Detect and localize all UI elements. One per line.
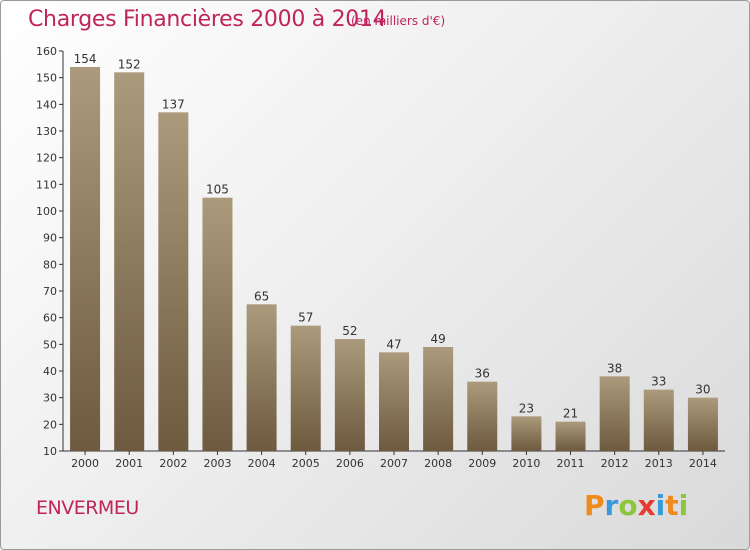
- y-tick-label: 150: [36, 72, 57, 85]
- x-tick-label: 2003: [203, 457, 231, 470]
- bar: [467, 381, 498, 451]
- bar: [643, 389, 674, 451]
- x-tick-label: 2012: [601, 457, 629, 470]
- bar: [334, 339, 365, 451]
- value-label: 47: [386, 337, 401, 351]
- x-tick-label: 2010: [512, 457, 540, 470]
- bar: [423, 347, 454, 451]
- y-tick-label: 80: [43, 258, 57, 271]
- chart-title: Charges Financières 2000 à 2014: [28, 7, 387, 32]
- value-label: 23: [519, 401, 534, 415]
- y-tick-label: 120: [36, 152, 57, 165]
- bar: [290, 325, 321, 451]
- bar: [379, 352, 409, 451]
- x-tick-label: 2001: [115, 457, 143, 470]
- x-tick-label: 2002: [159, 457, 187, 470]
- x-tick-label: 2014: [689, 457, 717, 470]
- value-label: 152: [118, 57, 141, 71]
- bar: [114, 72, 145, 451]
- y-tick-label: 100: [36, 205, 57, 218]
- y-tick-label: 30: [43, 392, 57, 405]
- logo-letter: i: [678, 489, 689, 522]
- value-label: 105: [206, 183, 229, 197]
- bar: [70, 67, 101, 451]
- x-tick-label: 2008: [424, 457, 452, 470]
- value-label: 137: [162, 97, 185, 111]
- value-label: 30: [695, 383, 710, 397]
- bar: [599, 376, 630, 451]
- value-label: 38: [607, 361, 622, 375]
- x-tick-label: 2004: [248, 457, 276, 470]
- chart-unit: (en milliers d'€): [351, 14, 446, 28]
- y-tick-label: 140: [36, 98, 57, 111]
- logo-letter: t: [665, 489, 679, 522]
- value-label: 49: [430, 332, 445, 346]
- y-tick-label: 160: [36, 45, 57, 58]
- y-tick-label: 130: [36, 125, 57, 138]
- x-tick-label: 2009: [468, 457, 496, 470]
- y-tick-label: 90: [43, 232, 57, 245]
- y-tick-label: 70: [43, 285, 57, 298]
- value-label: 33: [651, 375, 666, 389]
- x-tick-label: 2007: [380, 457, 408, 470]
- value-label: 52: [342, 324, 357, 338]
- y-tick-label: 40: [43, 365, 57, 378]
- logo-letter: o: [618, 489, 638, 522]
- logo-letter: r: [604, 489, 619, 522]
- y-tick-label: 10: [43, 445, 57, 458]
- logo-letter: x: [637, 489, 656, 522]
- bar: [158, 112, 189, 451]
- y-tick-label: 60: [43, 312, 57, 325]
- logo-letter: i: [655, 489, 666, 522]
- value-label: 65: [254, 289, 269, 303]
- bar: [687, 397, 718, 451]
- y-tick-label: 50: [43, 338, 57, 351]
- bar: [555, 421, 586, 451]
- bar: [511, 416, 542, 451]
- bar: [246, 304, 277, 451]
- proxiti-logo[interactable]: Proxiti: [584, 489, 688, 522]
- commune-name: ENVERMEU: [36, 497, 139, 519]
- x-tick-label: 2000: [71, 457, 99, 470]
- y-tick-label: 110: [36, 178, 57, 191]
- value-label: 57: [298, 311, 313, 325]
- value-label: 154: [74, 52, 97, 66]
- value-label: 36: [475, 367, 490, 381]
- x-tick-label: 2013: [645, 457, 673, 470]
- logo-letter: P: [584, 489, 605, 522]
- value-label: 21: [563, 407, 578, 421]
- bar: [202, 197, 233, 451]
- x-tick-label: 2011: [557, 457, 585, 470]
- x-tick-label: 2006: [336, 457, 364, 470]
- x-tick-label: 2005: [292, 457, 320, 470]
- y-tick-label: 20: [43, 418, 57, 431]
